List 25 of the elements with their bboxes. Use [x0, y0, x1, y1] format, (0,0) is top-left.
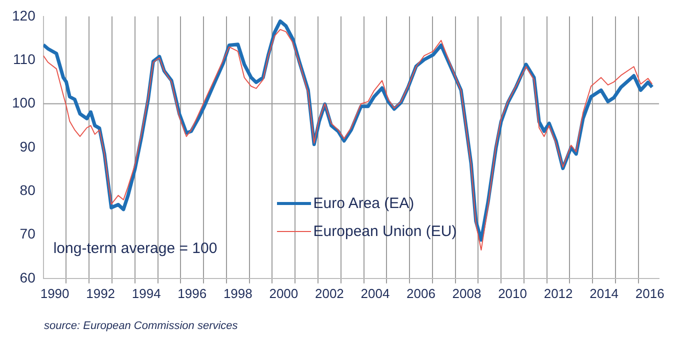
- x-tick-label: 1996: [178, 286, 207, 301]
- y-tick-label: 110: [13, 50, 36, 67]
- legend-label: Euro Area (EA): [313, 194, 414, 212]
- legend-label: European Union (EU): [313, 222, 457, 240]
- source-note: source: European Commission services: [44, 320, 238, 332]
- x-tick-label: 2012: [544, 286, 573, 301]
- x-tick-label: 1990: [40, 286, 70, 301]
- y-tick-label: 120: [12, 7, 36, 24]
- x-tick-label: 2014: [590, 286, 619, 301]
- y-tick-label: 100: [12, 94, 36, 111]
- annotation: long-term average = 100: [53, 240, 218, 258]
- y-tick-label: 90: [20, 138, 36, 154]
- x-tick-label: 1992: [86, 286, 116, 301]
- x-tick-label: 2010: [498, 286, 527, 301]
- y-tick-label: 80: [20, 182, 36, 198]
- y-tick-label: 60: [20, 269, 36, 286]
- x-tick-label: 2006: [406, 286, 436, 301]
- x-tick-label: 2008: [452, 286, 482, 301]
- x-tick-label: 2002: [314, 286, 344, 301]
- x-tick-label: 2004: [360, 286, 390, 301]
- x-tick-label: 1998: [223, 286, 252, 301]
- y-tick-label: 70: [20, 226, 36, 242]
- x-tick-label: 1994: [132, 286, 161, 301]
- x-tick-label: 2000: [269, 286, 298, 301]
- x-tick-label: 2016: [635, 286, 664, 301]
